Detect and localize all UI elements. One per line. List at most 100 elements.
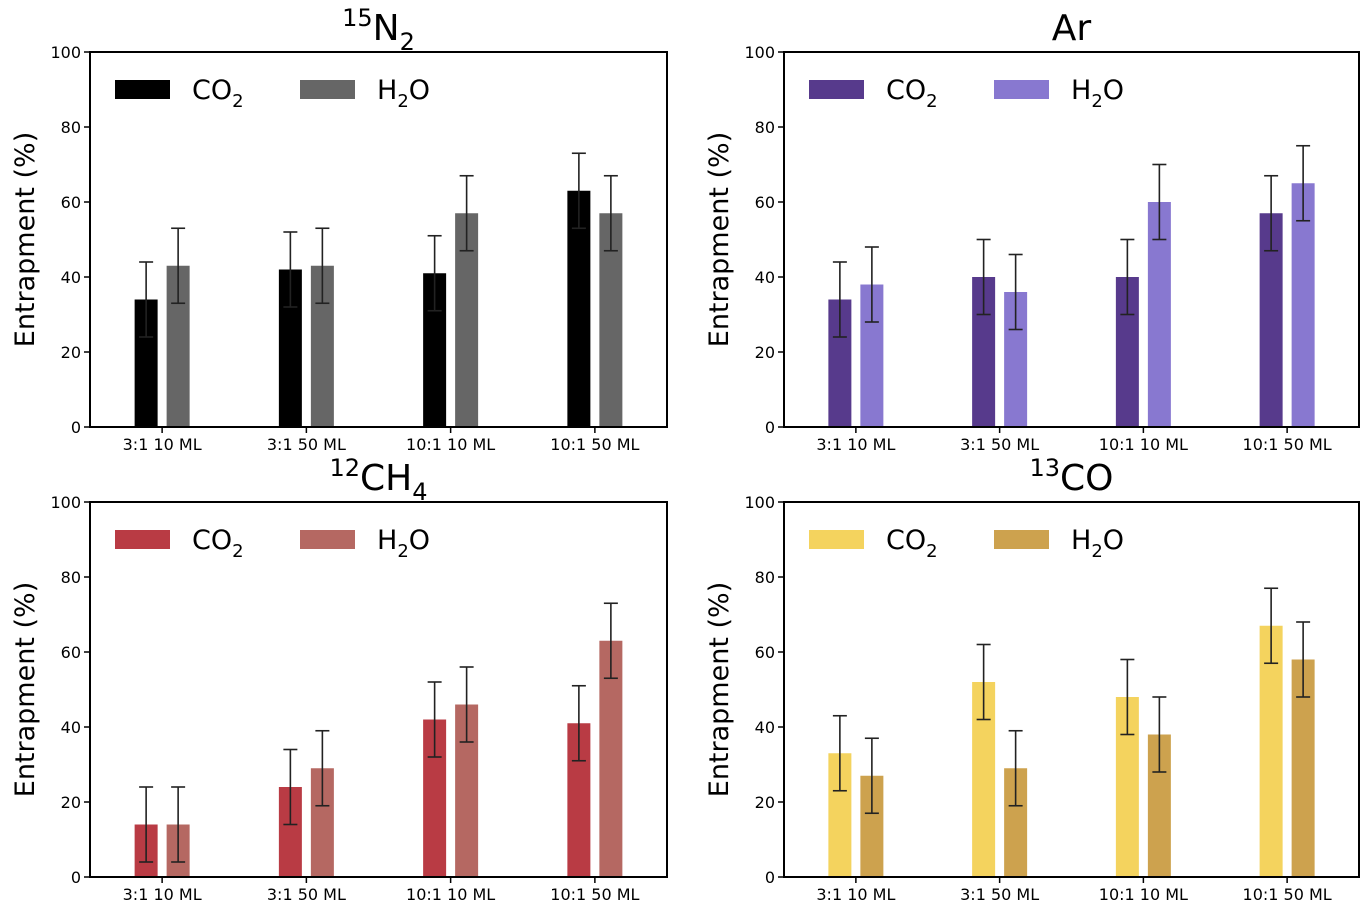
y-tick-label: 20: [755, 793, 775, 812]
chart-title: 13CO: [1029, 454, 1113, 499]
y-tick-label: 80: [61, 118, 81, 137]
y-tick-label: 100: [50, 493, 81, 512]
bar: [455, 704, 479, 877]
bar: [599, 213, 623, 427]
bar: [423, 719, 447, 877]
y-axis-label: Entrapment (%): [704, 132, 735, 347]
legend-label: H2O: [377, 525, 430, 562]
x-tick-label: 10:1 10 ML: [1099, 435, 1188, 454]
bar: [278, 787, 302, 877]
bar: [567, 190, 591, 427]
y-tick-label: 80: [755, 118, 775, 137]
chart-panel-ch4: 12CH4 Entrapment (%) 0 20 40 60 80 100 3:1 10 ML…: [10, 454, 668, 904]
y-tick-label: 100: [744, 493, 775, 512]
bar: [455, 213, 479, 427]
x-tick-label: 10:1 50 ML: [550, 885, 639, 904]
x-tick-label: 10:1 10 ML: [406, 435, 495, 454]
x-tick-label: 3:1 10 ML: [123, 435, 202, 454]
x-tick-label: 3:1 10 ML: [816, 435, 895, 454]
y-tick-label: 60: [755, 193, 775, 212]
bar: [1259, 213, 1283, 427]
chart-title: Ar: [1052, 8, 1092, 49]
legend-label: H2O: [377, 75, 430, 112]
y-tick-label: 20: [61, 793, 81, 812]
chart-title: 12CH4: [329, 454, 427, 506]
x-tick-label: 10:1 50 ML: [1243, 885, 1332, 904]
legend-label: CO2: [886, 525, 938, 562]
plot-frame: [783, 501, 1360, 878]
chart-panel-n2: 15N2 Entrapment (%) 0 20 40 60 80 100 3:1 10 ML 3…: [10, 4, 668, 454]
bar: [599, 640, 623, 877]
y-tick-label: 60: [755, 643, 775, 662]
y-tick-label: 40: [755, 268, 775, 287]
bar: [1147, 734, 1171, 877]
x-tick-label: 3:1 50 ML: [960, 885, 1039, 904]
legend-label: CO2: [886, 75, 938, 112]
legend-swatch: [300, 530, 355, 549]
x-tick-label: 3:1 10 ML: [123, 885, 202, 904]
plot-frame: [783, 51, 1360, 428]
x-tick-label: 10:1 10 ML: [406, 885, 495, 904]
bar: [828, 753, 852, 877]
x-tick-label: 10:1 10 ML: [1099, 885, 1188, 904]
legend-swatch: [809, 530, 864, 549]
y-tick-label: 0: [71, 418, 81, 437]
legend-swatch: [994, 80, 1049, 99]
bar: [828, 299, 852, 427]
y-axis-label: Entrapment (%): [10, 132, 41, 347]
legend-label: H2O: [1071, 75, 1124, 112]
bar: [1291, 659, 1315, 877]
bar: [278, 269, 302, 427]
x-tick-label: 10:1 50 ML: [1243, 435, 1332, 454]
x-tick-label: 3:1 10 ML: [816, 885, 895, 904]
y-tick-label: 60: [61, 193, 81, 212]
bar: [972, 682, 996, 877]
plot-frame: [89, 51, 668, 428]
bar: [310, 768, 334, 877]
chart-panel-ar: Ar Entrapment (%) 0 20 40 60 80 100 3:1 10 ML 3:1…: [704, 8, 1360, 454]
chart-title: 15N2: [342, 4, 415, 56]
bar: [567, 723, 591, 877]
bar: [1004, 292, 1028, 427]
legend-swatch: [809, 80, 864, 99]
y-tick-label: 80: [755, 568, 775, 587]
legend: CO2 H2O: [809, 525, 1124, 562]
y-axis-label: Entrapment (%): [704, 582, 735, 797]
y-tick-label: 0: [765, 868, 775, 887]
x-tick-label: 10:1 50 ML: [550, 435, 639, 454]
plot-frame: [89, 501, 668, 878]
legend-swatch: [115, 80, 170, 99]
y-tick-label: 60: [61, 643, 81, 662]
bar: [310, 265, 334, 427]
bar: [423, 273, 447, 427]
legend-swatch: [994, 530, 1049, 549]
y-tick-label: 20: [61, 343, 81, 362]
chart-panel-co: 13CO Entrapment (%) 0 20 40 60 80 100 3:1 10 ML 3…: [704, 454, 1360, 904]
bar: [860, 775, 884, 877]
bar: [1115, 697, 1139, 877]
bar: [166, 265, 190, 427]
y-tick-label: 40: [755, 718, 775, 737]
bar: [1291, 183, 1315, 427]
legend-label: CO2: [192, 525, 244, 562]
y-tick-label: 40: [61, 718, 81, 737]
x-tick-label: 3:1 50 ML: [960, 435, 1039, 454]
legend-label: H2O: [1071, 525, 1124, 562]
y-tick-label: 40: [61, 268, 81, 287]
x-tick-label: 3:1 50 ML: [267, 885, 346, 904]
x-tick-label: 3:1 50 ML: [267, 435, 346, 454]
y-tick-label: 100: [744, 43, 775, 62]
y-tick-label: 100: [50, 43, 81, 62]
legend: CO2 H2O: [115, 525, 430, 562]
legend-label: CO2: [192, 75, 244, 112]
bar: [134, 299, 158, 427]
bar: [860, 284, 884, 427]
y-tick-label: 80: [61, 568, 81, 587]
y-tick-label: 0: [765, 418, 775, 437]
bar: [1004, 768, 1028, 877]
legend: CO2 H2O: [809, 75, 1124, 112]
y-tick-label: 0: [71, 868, 81, 887]
bar: [1147, 202, 1171, 427]
